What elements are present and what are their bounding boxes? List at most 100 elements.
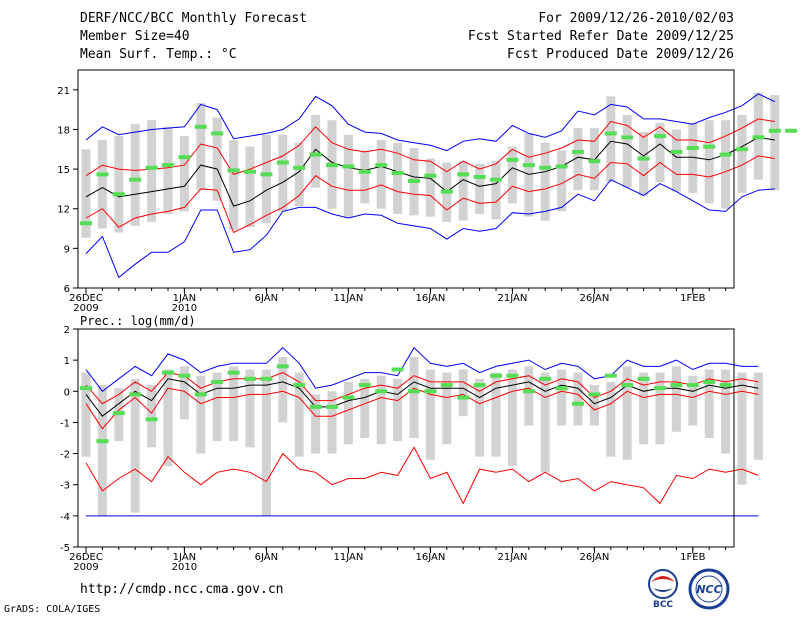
temp-box (179, 136, 189, 212)
prec-ensemble-min-line (85, 446, 759, 505)
ncc-logo-text: NCC (696, 583, 721, 596)
prec-y-tick-label: -5 (60, 543, 70, 554)
temp-median-marker (522, 163, 535, 168)
prec-ensemble-max-line (85, 346, 759, 393)
forecast-period-label: For 2009/12/26-2010/02/03 (538, 11, 734, 26)
temp-box (360, 150, 370, 204)
precipitation-panel-title: Prec.: log(mm/d) (80, 314, 196, 328)
temp-median-marker (604, 131, 617, 136)
forecast-start-date-label: Fcst Started Refer Date 2009/12/25 (467, 29, 734, 44)
temp-median-marker (145, 165, 158, 170)
prec-median-marker (194, 392, 207, 397)
temp-box (507, 146, 517, 204)
prec-median-marker (686, 383, 699, 388)
prec-box (655, 372, 665, 445)
temp-x-tick-label: 1JAN (173, 293, 196, 304)
temp-median-marker (490, 177, 502, 182)
temperature-panel-title: Mean Surf. Temp.: °C (80, 47, 237, 62)
prec-box (343, 381, 353, 445)
prec-y-tick-label: 2 (64, 325, 70, 336)
prec-ensemble-mean-line (85, 378, 759, 417)
prec-median-marker (424, 389, 437, 394)
temp-box (261, 134, 271, 224)
temp-median-marker (408, 178, 420, 183)
prec-median-marker (96, 439, 109, 444)
prec-median-marker (112, 411, 125, 416)
source-url[interactable]: http://cmdp.ncc.cma.gov.cn (80, 582, 284, 597)
temp-box (475, 163, 485, 215)
temp-x-tick-label: 6JAN (255, 293, 278, 304)
temp-y-tick-label: 15 (57, 165, 70, 176)
prec-median-marker (408, 389, 420, 394)
prec-box (196, 375, 206, 454)
prec-median-group (80, 364, 732, 444)
temp-median-marker (276, 160, 289, 165)
prec-median-marker (490, 373, 502, 378)
temp-box (376, 140, 386, 209)
prec-median-marker (342, 395, 355, 400)
grads-credit: GrADS: COLA/IGES (4, 604, 101, 615)
temp-box (212, 117, 222, 201)
prec-median-marker (539, 376, 552, 381)
temp-box (573, 128, 583, 191)
bcc-logo: BCC (648, 569, 678, 608)
prec-mean-minus-sd-line (85, 387, 759, 430)
prec-box (507, 369, 517, 467)
prec-median-marker (637, 376, 650, 381)
temp-box (540, 142, 550, 221)
temp-box (278, 134, 288, 212)
temp-box (721, 120, 731, 209)
prec-box (442, 372, 452, 445)
forecast-produced-date-label: Fcst Produced Date 2009/12/26 (507, 47, 734, 62)
prec-median-marker (719, 383, 732, 388)
prec-median-marker (162, 370, 174, 375)
temp-median-marker (637, 156, 650, 161)
temp-box (671, 129, 681, 192)
prec-median-marker (621, 383, 634, 388)
temp-median-marker (588, 159, 601, 164)
temp-median-marker (162, 163, 174, 168)
temp-y-tick-label: 21 (57, 86, 70, 97)
prec-box (671, 366, 681, 432)
prec-median-marker (129, 392, 142, 397)
prec-median-marker (555, 386, 568, 391)
prec-box (639, 372, 649, 445)
prec-x-tick-label: 1FEB (680, 552, 705, 563)
temp-box (704, 120, 714, 204)
prec-x-tick-label: 11JAN (333, 552, 363, 563)
prec-x-tick-label: 2009 (73, 562, 98, 573)
prec-box (524, 366, 534, 426)
temp-median-marker (309, 152, 322, 157)
prec-box (491, 372, 501, 457)
temp-box (491, 161, 501, 220)
prec-box (229, 366, 239, 442)
temp-median-marker (358, 169, 371, 174)
temp-axes-frame (77, 69, 735, 289)
temp-median-marker (440, 189, 453, 194)
prec-median-marker (276, 364, 289, 369)
prec-box (425, 369, 435, 460)
temp-y-tick-label: 6 (64, 284, 70, 295)
temp-median-marker (703, 144, 716, 149)
prec-median-marker (654, 386, 666, 391)
temp-median-marker (686, 145, 699, 150)
prec-x-tick-label: 26DEC (69, 552, 103, 563)
temp-x-tick-label: 16JAN (415, 293, 445, 304)
prec-box-group (81, 357, 763, 516)
prec-median-marker (457, 395, 470, 400)
chart-title: DERF/NCC/BCC Monthly Forecast (80, 11, 307, 26)
temp-box (343, 134, 353, 218)
temp-box (97, 140, 107, 229)
temp-median-marker (473, 175, 486, 180)
temp-median-marker (736, 147, 748, 152)
prec-box (261, 369, 271, 516)
temp-median-marker (194, 124, 207, 129)
temp-box (114, 136, 124, 233)
temp-box (294, 142, 304, 207)
prec-median-marker (244, 376, 256, 381)
temp-median-marker (572, 149, 584, 154)
member-size-label: Member Size=40 (80, 29, 190, 44)
temp-ensemble-mean-line (85, 136, 775, 207)
prec-box (753, 372, 763, 460)
ncc-logo: NCC (688, 568, 730, 610)
